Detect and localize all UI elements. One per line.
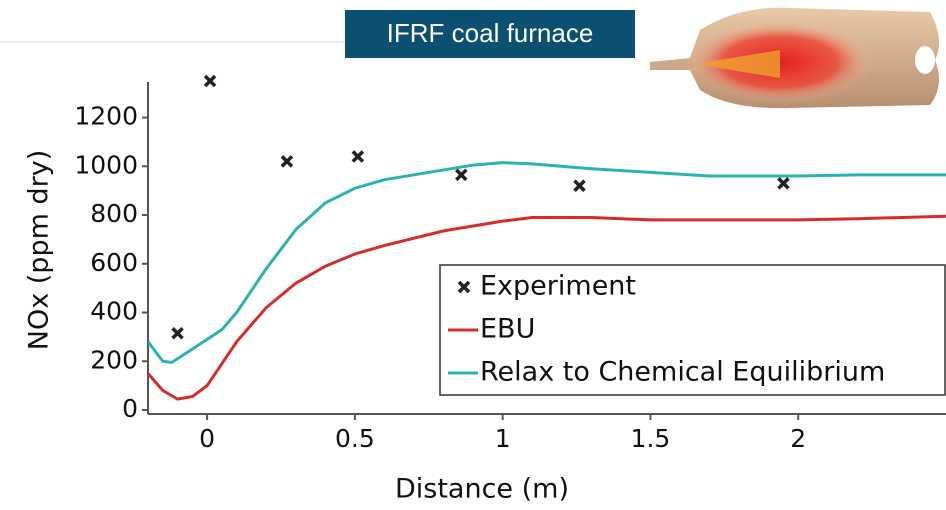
y-axis-label: NOx (ppm dry)	[24, 150, 55, 350]
y-tick-label: 400	[90, 297, 138, 326]
y-tick-label: 600	[90, 248, 138, 277]
data-point	[778, 178, 788, 188]
y-tick-label: 1000	[74, 150, 138, 179]
x-axis-label: Distance (m)	[395, 474, 569, 505]
x-tick-label: 1	[495, 424, 511, 453]
y-tick-label: 200	[90, 345, 138, 374]
x-tick-label: 0	[199, 424, 215, 453]
data-point	[205, 76, 215, 86]
furnace-illustration	[650, 8, 939, 109]
legend-label: Experiment	[480, 271, 636, 302]
chart: IFRF coal furnace Distance (m) NOx (ppm …	[0, 0, 946, 506]
y-tick-label: 1200	[74, 102, 138, 131]
data-point	[575, 181, 585, 191]
data-point	[282, 156, 292, 166]
data-point	[173, 328, 183, 338]
data-point	[456, 170, 466, 180]
legend-label: EBU	[480, 314, 535, 345]
y-tick-label: 800	[90, 199, 138, 228]
data-point	[353, 152, 363, 162]
x-tick-label: 1.5	[631, 424, 671, 453]
x-tick-label: 2	[790, 424, 806, 453]
x-tick-label: 0.5	[335, 424, 375, 453]
y-tick-label: 0	[122, 394, 138, 423]
chart-title: IFRF coal furnace	[387, 18, 594, 48]
legend-label: Relax to Chemical Equilibrium	[480, 357, 885, 388]
